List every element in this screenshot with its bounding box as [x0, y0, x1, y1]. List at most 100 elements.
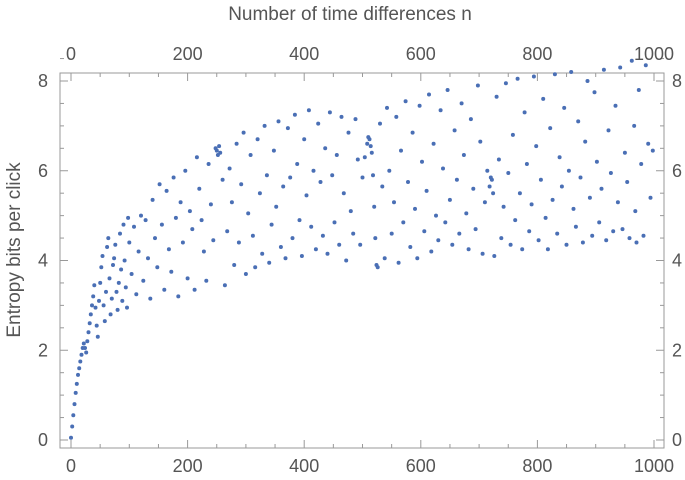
data-point: [84, 350, 89, 355]
data-point: [529, 202, 534, 207]
x-tick-label-bottom: 1000: [634, 456, 674, 476]
data-point: [239, 182, 244, 187]
x-tick-label-bottom: 200: [173, 456, 203, 476]
data-point: [192, 287, 197, 292]
data-point: [119, 267, 124, 272]
data-point: [506, 171, 511, 175]
x-axis-title-top: Number of time differences n: [228, 4, 472, 25]
data-point: [323, 146, 328, 151]
data-point: [99, 265, 104, 270]
data-point: [292, 112, 297, 117]
data-point: [150, 197, 155, 202]
data-point: [634, 240, 639, 245]
data-point: [194, 155, 199, 160]
data-point: [271, 148, 276, 153]
data-point: [445, 88, 450, 92]
data-point: [380, 184, 385, 189]
data-point: [353, 117, 358, 122]
data-point: [358, 242, 363, 247]
data-point: [115, 307, 120, 312]
data-point: [153, 236, 157, 241]
data-point: [113, 242, 118, 247]
data-point: [243, 272, 248, 276]
data-point: [441, 166, 445, 171]
y-tick-label-left: 0: [38, 430, 48, 450]
data-point: [74, 381, 79, 386]
y-tick-label-right: 0: [672, 430, 682, 450]
data-point: [88, 312, 93, 317]
data-point: [83, 346, 87, 350]
data-point: [176, 294, 181, 299]
data-point: [134, 292, 139, 297]
x-tick-label-bottom: 0: [66, 456, 76, 476]
data-point: [360, 175, 365, 180]
data-point: [620, 227, 625, 232]
data-point: [185, 276, 190, 281]
y-tick-label-right: 4: [672, 251, 682, 271]
data-point: [141, 278, 146, 283]
data-point: [597, 220, 602, 225]
data-point: [443, 220, 448, 225]
y-tick-label-left: 2: [38, 340, 48, 360]
data-point: [468, 117, 473, 122]
data-point: [283, 256, 288, 261]
data-point: [494, 94, 499, 99]
data-point: [387, 168, 392, 173]
data-point: [327, 110, 332, 115]
data-point: [100, 254, 105, 258]
data-point: [78, 359, 83, 364]
data-point: [86, 330, 91, 335]
data-point: [372, 204, 377, 209]
data-point: [344, 258, 349, 263]
data-point: [173, 215, 178, 220]
data-point: [508, 242, 513, 247]
data-point: [545, 247, 550, 252]
data-point: [126, 215, 131, 220]
data-point: [583, 139, 588, 144]
x-tick-label-top: 800: [522, 44, 552, 64]
data-point: [410, 130, 415, 135]
data-point: [73, 390, 78, 395]
data-point: [522, 110, 527, 115]
data-point: [208, 202, 213, 207]
data-point: [157, 182, 162, 187]
data-point: [480, 251, 485, 256]
y-tick-label-right: 2: [672, 340, 682, 360]
x-tick-label-top: 200: [173, 44, 203, 64]
data-point: [520, 247, 525, 252]
data-point: [199, 218, 204, 223]
data-point: [148, 296, 153, 301]
data-point: [121, 222, 126, 227]
x-tick-label-top: 1000: [634, 44, 674, 64]
data-point: [382, 256, 387, 261]
data-point: [389, 231, 394, 236]
data-point: [241, 130, 246, 135]
data-point: [267, 260, 272, 265]
data-point: [95, 334, 100, 339]
data-point: [501, 204, 506, 209]
data-point: [604, 238, 609, 243]
data-point: [255, 137, 260, 142]
data-point: [641, 233, 646, 238]
data-point: [420, 159, 424, 164]
data-point: [618, 65, 623, 70]
data-point: [225, 229, 230, 234]
data-point: [122, 258, 127, 263]
data-point: [569, 70, 574, 74]
data-point: [466, 247, 471, 252]
data-points: [69, 58, 655, 440]
data-point: [139, 213, 143, 218]
x-tick-label-top: 0: [66, 44, 76, 64]
data-point: [187, 209, 192, 214]
data-point: [375, 265, 380, 270]
data-point: [107, 276, 112, 281]
data-point: [288, 175, 293, 180]
data-point: [585, 79, 590, 83]
data-point: [69, 435, 73, 440]
data-point: [250, 233, 255, 238]
data-point: [627, 236, 632, 241]
data-point: [346, 130, 351, 135]
data-point: [105, 245, 110, 249]
data-point: [406, 180, 410, 184]
data-point: [274, 204, 279, 209]
